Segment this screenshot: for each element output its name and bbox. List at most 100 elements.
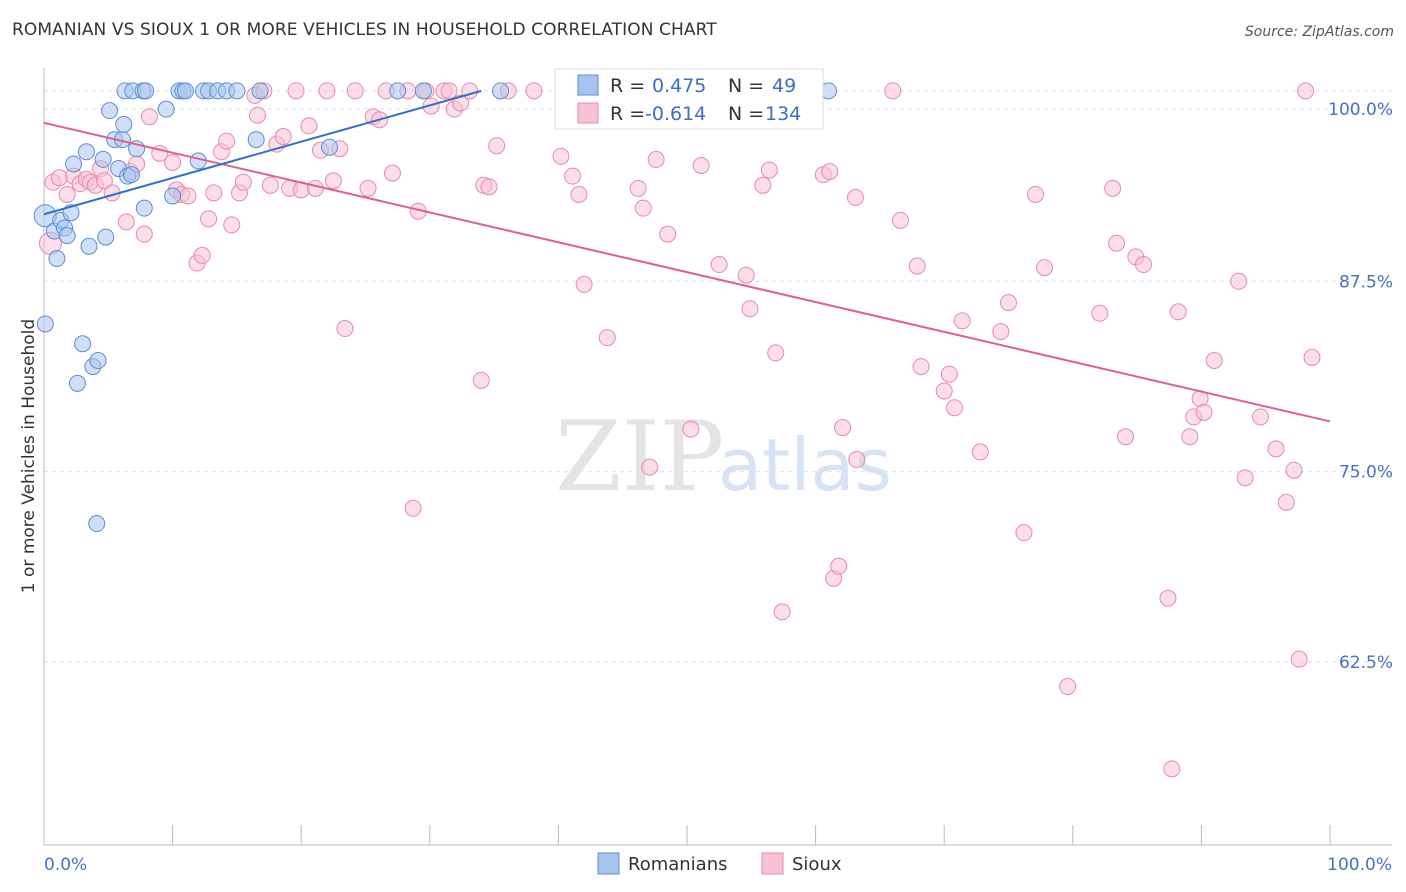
- romanians-point: [135, 199, 153, 217]
- sioux-point: [58, 185, 76, 203]
- sioux-point: [945, 399, 963, 417]
- legend-n-value-romanians: 49: [772, 75, 796, 97]
- sioux-point: [140, 108, 158, 126]
- sioux-point: [598, 329, 616, 347]
- legend-box: [554, 68, 824, 130]
- romanians-point: [164, 187, 182, 205]
- sioux-point: [1290, 650, 1308, 668]
- sioux-point: [1169, 303, 1187, 321]
- romanians-point: [320, 138, 338, 156]
- sioux-point: [1059, 678, 1077, 696]
- sioux-point: [318, 82, 336, 100]
- romanians-point: [101, 102, 119, 120]
- romanians-point: [65, 155, 83, 173]
- romanians-point: [247, 131, 265, 149]
- sioux-point: [1104, 179, 1122, 197]
- sioux-point: [647, 150, 665, 168]
- series-legend-label-sioux: Sioux: [792, 854, 842, 875]
- legend-n-label-romanians: N =: [728, 75, 764, 97]
- romanians-point: [157, 100, 175, 118]
- romanians-point: [74, 335, 92, 353]
- sioux-point: [1236, 469, 1254, 487]
- romanians-point: [88, 515, 106, 533]
- legend-r-value-romanians: 0.475: [652, 75, 706, 97]
- sioux-point: [953, 312, 971, 330]
- sioux-point: [940, 365, 958, 383]
- romanians-point: [251, 82, 269, 100]
- romanians-point: [389, 82, 407, 100]
- sioux-point: [480, 178, 498, 196]
- sioux-point: [754, 176, 772, 194]
- sioux-point: [1163, 760, 1181, 778]
- romanians-point: [414, 82, 432, 100]
- sioux-point: [846, 189, 864, 206]
- sioux-point: [935, 382, 953, 400]
- sioux-point: [1252, 408, 1270, 426]
- y-tick-label: 62.5%: [1339, 653, 1393, 673]
- sioux-point: [135, 225, 153, 243]
- sioux-point: [821, 163, 839, 181]
- romanians-point: [48, 249, 66, 267]
- romanians-point: [228, 82, 246, 100]
- sioux-point: [200, 210, 218, 228]
- sioux-point: [773, 603, 791, 621]
- sioux-point: [682, 420, 700, 438]
- sioux-point: [1205, 352, 1223, 370]
- y-axis-label: 1 or more Vehicles in Household: [19, 319, 39, 593]
- sioux-point: [248, 106, 266, 124]
- y-tick-label: 75.0%: [1339, 463, 1393, 483]
- romanians-point: [77, 143, 95, 161]
- sioux-point: [223, 216, 241, 234]
- y-tick-label: 87.5%: [1339, 272, 1393, 292]
- sioux-point: [1108, 234, 1126, 252]
- sioux-point: [359, 179, 377, 197]
- series-legend-label-romanians: Romanians: [628, 854, 728, 875]
- legend-r-label-sioux: R =: [610, 103, 645, 125]
- romanians-point: [137, 82, 155, 100]
- sioux-point: [1159, 589, 1177, 607]
- series-legend-swatch-romanians: [597, 852, 620, 875]
- legend-r-label-romanians: R =: [610, 75, 645, 97]
- legend-swatch-romanians: [577, 74, 599, 96]
- sioux-point: [205, 184, 223, 202]
- sioux-point: [1267, 440, 1285, 458]
- sioux-point: [336, 320, 354, 338]
- series-legend: Romanians Sioux: [597, 852, 842, 875]
- romanians-points: [33, 82, 837, 533]
- x-tick-label-max: 100.0%: [1327, 855, 1392, 875]
- sioux-point: [306, 179, 324, 197]
- sioux-point: [741, 300, 759, 318]
- legend-r-value-sioux: -0.614: [645, 103, 706, 125]
- y-tick-label: 100.0%: [1328, 100, 1393, 120]
- legend-n-label-sioux: N =: [728, 103, 764, 125]
- sioux-point: [193, 246, 211, 264]
- sioux-point: [912, 358, 930, 376]
- watermark-zip: ZIP: [555, 401, 724, 513]
- sioux-point: [472, 371, 490, 389]
- legend-swatch-sioux: [577, 102, 599, 124]
- sioux-point: [971, 443, 989, 461]
- sioux-point: [324, 172, 342, 190]
- sioux-point: [1027, 185, 1045, 203]
- romanians-point: [122, 166, 140, 184]
- sioux-point: [834, 419, 852, 437]
- sioux-point: [629, 179, 647, 197]
- sioux-point: [50, 169, 68, 187]
- chart-source: Source: ZipAtlas.com: [1244, 24, 1394, 40]
- sioux-point: [575, 275, 593, 293]
- correlation-legend: R = 0.475 N = 49 R = -0.614 N = 134: [554, 68, 824, 130]
- sioux-point: [564, 167, 582, 185]
- sioux-point: [552, 147, 570, 165]
- sioux-point: [884, 82, 902, 100]
- sioux-point: [179, 187, 197, 205]
- legend-n-value-sioux: 134: [765, 103, 801, 125]
- series-legend-swatch-sioux: [761, 852, 784, 875]
- romanians-point: [94, 150, 112, 168]
- x-axis-ticks: [172, 825, 1331, 845]
- sioux-point: [452, 94, 470, 112]
- sioux-point: [287, 82, 305, 100]
- sioux-point: [404, 499, 422, 517]
- romanians-trend-line: [43, 89, 482, 216]
- romanians-point: [89, 352, 107, 370]
